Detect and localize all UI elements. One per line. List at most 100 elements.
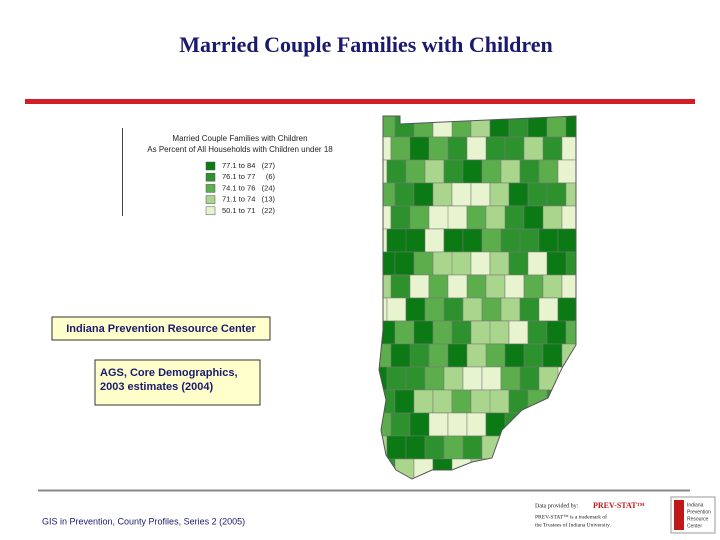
county xyxy=(489,182,510,207)
legend-title: Married Couple Families with Children xyxy=(172,134,307,143)
county-map xyxy=(379,116,576,479)
county xyxy=(379,205,392,230)
county xyxy=(538,297,559,322)
county xyxy=(424,228,445,253)
county xyxy=(504,274,525,299)
county xyxy=(394,320,415,345)
data-box xyxy=(94,359,261,406)
county xyxy=(542,343,563,368)
county xyxy=(428,343,449,368)
county xyxy=(561,343,576,368)
legend: 77.1 to 84 (27) 76.1 to 77 (6) 74.1 to 76 (24… xyxy=(205,161,276,216)
county xyxy=(489,389,510,414)
county xyxy=(451,182,472,207)
county xyxy=(386,435,407,460)
county xyxy=(508,389,529,414)
county xyxy=(443,228,464,253)
county xyxy=(379,136,392,161)
source-box-text: Indiana Prevention Resource Center xyxy=(66,323,256,335)
county xyxy=(500,297,521,322)
slide-title: Married Couple Families with Children xyxy=(179,32,553,57)
county xyxy=(557,297,576,322)
county xyxy=(447,412,468,437)
county xyxy=(394,182,415,207)
county xyxy=(413,116,434,138)
county xyxy=(432,320,453,345)
logo-mark xyxy=(674,500,684,530)
county xyxy=(565,251,576,276)
county xyxy=(462,435,483,460)
county xyxy=(405,366,426,391)
county xyxy=(504,343,525,368)
county xyxy=(485,274,506,299)
county xyxy=(557,159,576,184)
credit-label: Data provided by: xyxy=(535,503,579,509)
county xyxy=(508,182,529,207)
county xyxy=(409,205,430,230)
county xyxy=(409,274,430,299)
county xyxy=(527,182,548,207)
county xyxy=(451,458,472,479)
county xyxy=(424,435,445,460)
legend-label: 50.1 to 71 xyxy=(222,206,255,215)
county xyxy=(542,274,563,299)
legend-count: (22) xyxy=(262,206,276,215)
county xyxy=(542,205,563,230)
county xyxy=(451,116,472,138)
county xyxy=(413,182,434,207)
county xyxy=(447,136,468,161)
county xyxy=(470,116,491,138)
county xyxy=(557,435,576,460)
county xyxy=(462,228,483,253)
logo-line: Indiana xyxy=(687,502,704,508)
county xyxy=(432,389,453,414)
legend-count: (24) xyxy=(262,183,276,192)
legend-swatch xyxy=(205,172,216,182)
county xyxy=(561,205,576,230)
county xyxy=(500,435,521,460)
county xyxy=(424,159,445,184)
county xyxy=(428,136,449,161)
county xyxy=(481,366,502,391)
county xyxy=(379,228,388,253)
county xyxy=(557,228,576,253)
county xyxy=(390,412,411,437)
legend-count: (6) xyxy=(266,172,276,181)
county xyxy=(379,159,388,184)
county xyxy=(485,343,506,368)
county xyxy=(489,458,510,479)
county xyxy=(542,136,563,161)
county xyxy=(405,159,426,184)
data-box-wrap: AGS, Core Demographics, 2003 estimates (… xyxy=(100,367,238,393)
credit-brand: PREV-STAT™ xyxy=(593,501,645,510)
county xyxy=(481,228,502,253)
credit-trademark: the Trustees of Indiana University. xyxy=(535,521,611,528)
legend-swatch xyxy=(205,206,216,216)
county xyxy=(565,389,576,414)
county xyxy=(443,366,464,391)
county xyxy=(451,389,472,414)
source-box xyxy=(51,316,271,341)
legend-label: 77.1 to 84 xyxy=(222,161,255,170)
data-box-text: AGS, Core Demographics, 2003 estimates (… xyxy=(100,367,238,393)
title-rule xyxy=(25,99,695,104)
county xyxy=(443,297,464,322)
county xyxy=(489,251,510,276)
county xyxy=(409,343,430,368)
county xyxy=(409,136,430,161)
legend-label: 76.1 to 77 xyxy=(222,172,255,181)
county xyxy=(546,182,567,207)
legend-swatch xyxy=(205,161,216,171)
county xyxy=(527,320,548,345)
county xyxy=(470,251,491,276)
county xyxy=(561,412,576,437)
county xyxy=(561,136,576,161)
county xyxy=(428,274,449,299)
county xyxy=(519,228,540,253)
county xyxy=(428,412,449,437)
county xyxy=(394,251,415,276)
county xyxy=(485,136,506,161)
county xyxy=(424,297,445,322)
